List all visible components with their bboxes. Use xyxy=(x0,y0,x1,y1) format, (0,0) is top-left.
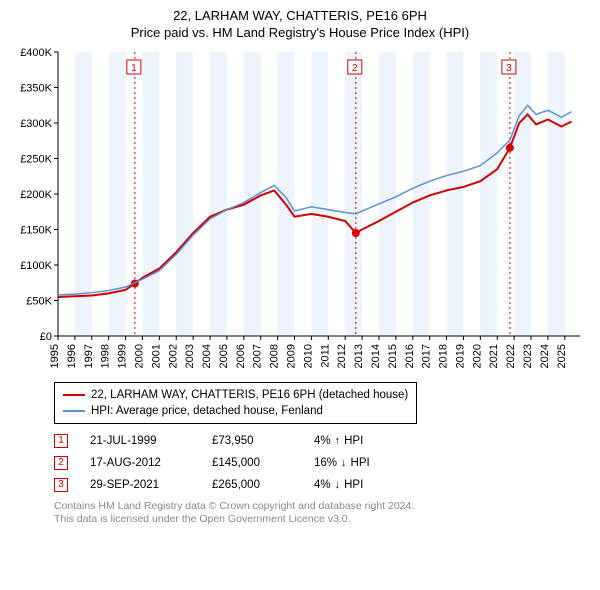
svg-text:£250K: £250K xyxy=(20,153,52,165)
legend-label: HPI: Average price, detached house, Fenl… xyxy=(91,403,323,419)
chart-container: 22, LARHAM WAY, CHATTERIS, PE16 6PH Pric… xyxy=(0,0,600,532)
event-price: £145,000 xyxy=(212,457,292,469)
chart-titles: 22, LARHAM WAY, CHATTERIS, PE16 6PH Pric… xyxy=(12,8,588,42)
svg-text:2021: 2021 xyxy=(488,344,500,368)
svg-text:3: 3 xyxy=(506,63,512,74)
event-row: 3 29-SEP-2021 £265,000 4%↓HPI xyxy=(54,478,588,492)
event-date: 29-SEP-2021 xyxy=(90,479,190,491)
svg-text:2011: 2011 xyxy=(319,344,331,368)
svg-text:2008: 2008 xyxy=(269,344,281,368)
footer-line2: This data is licensed under the Open Gov… xyxy=(54,513,588,526)
svg-text:2001: 2001 xyxy=(150,344,162,368)
legend-swatch xyxy=(63,394,85,396)
svg-text:£100K: £100K xyxy=(20,260,52,272)
title-subtitle: Price paid vs. HM Land Registry's House … xyxy=(12,25,588,42)
chart-plot: £0 £50K £100K £150K £200K £250K £300K £350K £400… xyxy=(12,46,588,376)
legend-swatch xyxy=(63,410,85,412)
event-diff: 4%↑HPI xyxy=(314,435,363,447)
event-marker: 2 xyxy=(54,456,68,470)
svg-text:1999: 1999 xyxy=(117,344,129,368)
legend-label: 22, LARHAM WAY, CHATTERIS, PE16 6PH (det… xyxy=(91,387,408,403)
svg-text:2002: 2002 xyxy=(167,344,179,368)
svg-text:2019: 2019 xyxy=(454,344,466,368)
svg-text:£200K: £200K xyxy=(20,189,52,201)
svg-text:2022: 2022 xyxy=(505,344,517,368)
svg-text:£0: £0 xyxy=(40,331,52,343)
svg-text:2006: 2006 xyxy=(235,344,247,368)
svg-text:1995: 1995 xyxy=(49,344,61,368)
legend-row: HPI: Average price, detached house, Fenl… xyxy=(63,403,408,419)
line-chart-svg: £0 £50K £100K £150K £200K £250K £300K £350K £400… xyxy=(12,46,588,376)
svg-text:2005: 2005 xyxy=(218,344,230,368)
event-date: 21-JUL-1999 xyxy=(90,435,190,447)
svg-text:£150K: £150K xyxy=(20,224,52,236)
svg-text:£50K: £50K xyxy=(26,295,52,307)
svg-text:2012: 2012 xyxy=(336,344,348,368)
svg-text:2: 2 xyxy=(352,63,358,74)
event-marker: 3 xyxy=(54,478,68,492)
legend-row: 22, LARHAM WAY, CHATTERIS, PE16 6PH (det… xyxy=(63,387,408,403)
svg-text:1: 1 xyxy=(131,63,137,74)
svg-text:2010: 2010 xyxy=(302,344,314,368)
title-address: 22, LARHAM WAY, CHATTERIS, PE16 6PH xyxy=(12,8,588,25)
svg-text:2009: 2009 xyxy=(286,344,298,368)
svg-text:£350K: £350K xyxy=(20,82,52,94)
event-date: 17-AUG-2012 xyxy=(90,457,190,469)
svg-text:1998: 1998 xyxy=(100,344,112,368)
svg-text:1996: 1996 xyxy=(66,344,78,368)
event-marker: 1 xyxy=(54,434,68,448)
svg-text:2007: 2007 xyxy=(252,344,264,368)
svg-text:2000: 2000 xyxy=(133,344,145,368)
event-diff: 16%↓HPI xyxy=(314,457,370,469)
event-row: 2 17-AUG-2012 £145,000 16%↓HPI xyxy=(54,456,588,470)
footer-attribution: Contains HM Land Registry data © Crown c… xyxy=(54,500,588,526)
svg-text:2017: 2017 xyxy=(421,344,433,368)
svg-text:1997: 1997 xyxy=(83,344,95,368)
event-price: £265,000 xyxy=(212,479,292,491)
svg-text:£400K: £400K xyxy=(20,47,52,59)
svg-text:£300K: £300K xyxy=(20,118,52,130)
svg-text:2013: 2013 xyxy=(353,344,365,368)
event-diff: 4%↓HPI xyxy=(314,479,363,491)
svg-text:2025: 2025 xyxy=(556,344,568,368)
footer-line1: Contains HM Land Registry data © Crown c… xyxy=(54,500,588,513)
svg-text:2016: 2016 xyxy=(404,344,416,368)
svg-text:2004: 2004 xyxy=(201,344,213,368)
svg-text:2003: 2003 xyxy=(184,344,196,368)
svg-text:2015: 2015 xyxy=(387,344,399,368)
event-row: 1 21-JUL-1999 £73,950 4%↑HPI xyxy=(54,434,588,448)
event-price: £73,950 xyxy=(212,435,292,447)
svg-text:2020: 2020 xyxy=(471,344,483,368)
svg-text:2024: 2024 xyxy=(539,344,551,368)
legend: 22, LARHAM WAY, CHATTERIS, PE16 6PH (det… xyxy=(54,382,417,424)
svg-text:2018: 2018 xyxy=(438,344,450,368)
event-table: 1 21-JUL-1999 £73,950 4%↑HPI 2 17-AUG-2012 £14… xyxy=(54,434,588,492)
svg-text:2023: 2023 xyxy=(522,344,534,368)
svg-text:2014: 2014 xyxy=(370,344,382,368)
